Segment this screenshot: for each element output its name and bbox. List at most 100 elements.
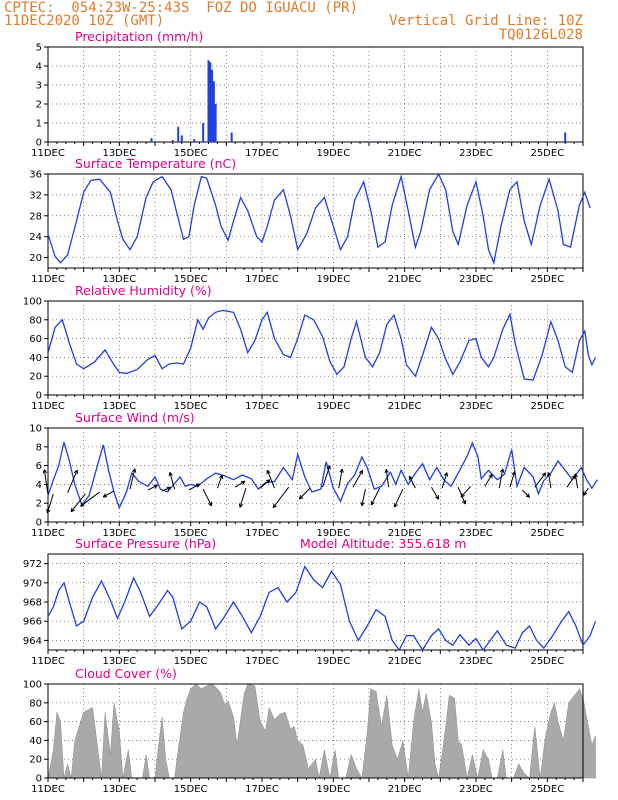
cloud-panel: 0 20 40 60 80 100 11DEC 13DEC 15DEC 17DEC 19DEC 21D…	[23, 666, 596, 795]
cloud-area	[47, 683, 596, 779]
wind-arrow	[548, 472, 552, 489]
precip-bar	[564, 132, 567, 142]
wind-arrow-head	[131, 468, 137, 473]
wind-arrow-head	[238, 503, 244, 508]
wind-arrow-head	[168, 471, 173, 477]
wind-arrow	[147, 484, 158, 491]
cloud-xtick-label: 19DEC	[316, 784, 350, 795]
rh-ytick-label: 0	[36, 391, 42, 402]
press-line	[47, 565, 597, 652]
wind-arrow	[430, 486, 440, 500]
wind-arrow	[385, 469, 390, 488]
temp-xtick-label: 13DEC	[102, 274, 136, 285]
wind-arrow-head	[166, 486, 171, 491]
header-grid-note: Vertical Grid Line: 10Z	[389, 13, 583, 29]
wind-arrow	[338, 468, 343, 489]
press-xtick-label: 19DEC	[316, 656, 350, 667]
wind-arrow-head	[298, 495, 304, 500]
wind-arrow-head	[499, 468, 505, 473]
rh-xtick-label: 11DEC	[31, 401, 65, 412]
rh-line	[47, 309, 597, 381]
rh-ytick-label: 100	[23, 297, 42, 308]
wind-arrow	[408, 475, 416, 489]
wind-title: Surface Wind (m/s)	[75, 410, 195, 425]
press-xtick-label: 23DEC	[459, 656, 493, 667]
precip-xtick-label: 25DEC	[530, 148, 564, 159]
press-ytick-label: 972	[23, 559, 42, 570]
cloud-ytick-label: 0	[36, 774, 42, 785]
wind-arrow-head	[272, 503, 277, 509]
wind-arrow-head	[265, 479, 271, 484]
press-xtick-label: 17DEC	[245, 656, 279, 667]
precip-xtick-label: 23DEC	[459, 148, 493, 159]
wind-arrow	[361, 488, 366, 507]
wind-arrow-head	[460, 493, 465, 498]
rh-xtick-label: 25DEC	[530, 401, 564, 412]
precip-bar	[207, 60, 210, 142]
wind-arrow	[67, 469, 78, 494]
press-xtick-label: 15DEC	[174, 656, 208, 667]
cloud-xtick-label: 11DEC	[31, 784, 65, 795]
precip-bar	[214, 104, 217, 142]
wind-ytick-label: 8	[36, 442, 42, 453]
rh-ytick-label: 60	[29, 334, 42, 345]
wind-arrow-head	[195, 483, 201, 488]
wind-arrow-head	[583, 491, 588, 496]
precip-bar	[150, 138, 153, 142]
wind-arrow-head	[511, 471, 516, 476]
wind-arrow	[534, 472, 547, 488]
wind-arrow-head	[384, 468, 389, 474]
wind-xtick-label: 11DEC	[31, 528, 65, 539]
wind-arrow-head	[42, 469, 48, 474]
cloud-title: Cloud Cover (%)	[75, 666, 177, 681]
rh-xtick-label: 23DEC	[459, 401, 493, 412]
wind-arrow-head	[443, 472, 448, 477]
precip-xtick-label: 13DEC	[102, 148, 136, 159]
precip-xtick-label: 11DEC	[31, 148, 65, 159]
precip-bar	[171, 140, 174, 142]
wind-arrow-head	[461, 499, 466, 505]
wind-arrow	[70, 493, 86, 513]
precip-bar	[211, 69, 214, 142]
rh-panel: 0 20 40 60 80 100 11DEC 13DEC 15DEC 17DEC 19DEC 21D…	[23, 283, 597, 412]
wind-arrow	[394, 488, 404, 508]
wind-arrow-head	[546, 472, 552, 477]
precip-bar	[202, 123, 205, 142]
cloud-ytick-label: 80	[29, 698, 42, 709]
precip-xtick-label: 19DEC	[316, 148, 350, 159]
press-ytick-label: 968	[23, 598, 42, 609]
wind-arrow-head	[370, 500, 375, 506]
temp-ytick-label: 20	[29, 253, 42, 264]
wind-arrow	[484, 474, 493, 487]
precip-bar	[212, 81, 215, 142]
wind-arrow	[441, 472, 448, 489]
precip-ytick-label: 1	[36, 119, 42, 130]
wind-arrow-head	[70, 507, 75, 513]
cloud-ytick-label: 20	[29, 755, 42, 766]
wind-arrow	[370, 487, 381, 506]
wind-arrow-head	[266, 469, 271, 475]
wind-ytick-label: 10	[29, 424, 42, 435]
wind-xtick-label: 23DEC	[459, 528, 493, 539]
wind-arrow-head	[360, 501, 365, 507]
press-title: Surface Pressure (hPa)	[75, 536, 216, 551]
wind-arrow-head	[393, 503, 398, 508]
temp-ytick-label: 28	[29, 211, 42, 222]
cloud-xtick-label: 23DEC	[459, 784, 493, 795]
wind-arrow	[102, 490, 115, 498]
wind-arrow-head	[208, 501, 213, 507]
press-xtick-label: 11DEC	[31, 656, 65, 667]
temp-line	[47, 172, 591, 266]
header-title: CPTEC: 054:23W-25:43S FOZ DO IGUACU (PR)	[4, 0, 359, 16]
wind-arrow	[509, 471, 516, 488]
cloud-frame-top	[47, 683, 584, 779]
wind-arrow-head	[359, 470, 364, 475]
precip-xtick-label: 17DEC	[245, 148, 279, 159]
precip-xtick-label: 15DEC	[174, 148, 208, 159]
precip-bar	[230, 132, 233, 142]
header-date: 11DEC2020 10Z (GMT)	[4, 13, 165, 29]
rh-xtick-label: 19DEC	[316, 401, 350, 412]
temp-xtick-label: 25DEC	[530, 274, 564, 285]
cloud-xtick-label: 13DEC	[102, 784, 136, 795]
header-code: TQ0126L028	[498, 27, 583, 43]
